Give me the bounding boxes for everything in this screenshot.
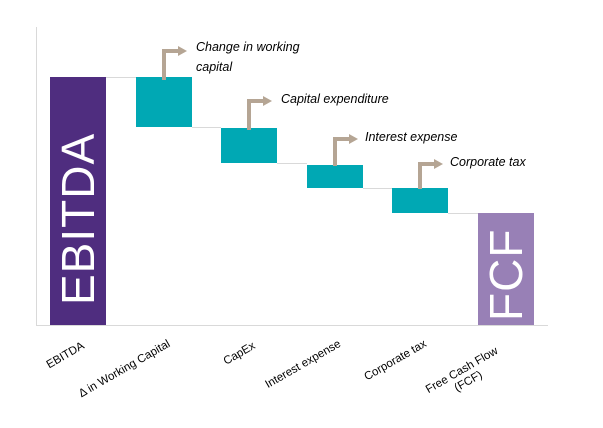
bar-fcf: FCF <box>478 213 534 325</box>
arrow-icon <box>418 159 443 189</box>
connector-line <box>192 127 221 128</box>
connector-line <box>277 163 307 164</box>
x-tick-fcf: Free Cash Flow (FCF) <box>424 345 507 408</box>
arrow-icon <box>247 96 272 130</box>
x-tick-working-capital: Δ in Working Capital <box>76 338 172 401</box>
annotation-line: capital <box>196 60 233 74</box>
bar-ebitda: EBITDA <box>50 77 106 325</box>
x-tick-corporate-tax: Corporate tax <box>362 338 429 384</box>
y-axis-line <box>36 27 37 325</box>
bar-label-ebitda: EBITDA <box>52 132 104 305</box>
bar-capex <box>221 128 277 163</box>
bar-corporate-tax <box>392 188 448 213</box>
annotation-line: Change in working <box>196 40 300 54</box>
x-tick-interest: Interest expense <box>263 338 343 391</box>
x-tick-capex: CapEx <box>222 340 258 368</box>
connector-line <box>106 77 136 78</box>
annotation-tax: Corporate tax <box>450 155 526 169</box>
connector-line <box>448 213 478 214</box>
annotation-interest: Interest expense <box>365 130 458 144</box>
arrow-icon <box>333 134 358 166</box>
bar-working-capital <box>136 77 192 127</box>
arrow-icon <box>162 46 187 80</box>
bar-label-fcf: FCF <box>480 228 532 321</box>
x-tick-ebitda: EBITDA <box>45 340 87 372</box>
annotation-capex: Capital expenditure <box>281 92 389 106</box>
x-axis-line <box>36 325 548 326</box>
connector-line <box>363 188 392 189</box>
annotation-working-capital: Change in working capital <box>196 37 300 77</box>
bar-interest-expense <box>307 165 363 188</box>
